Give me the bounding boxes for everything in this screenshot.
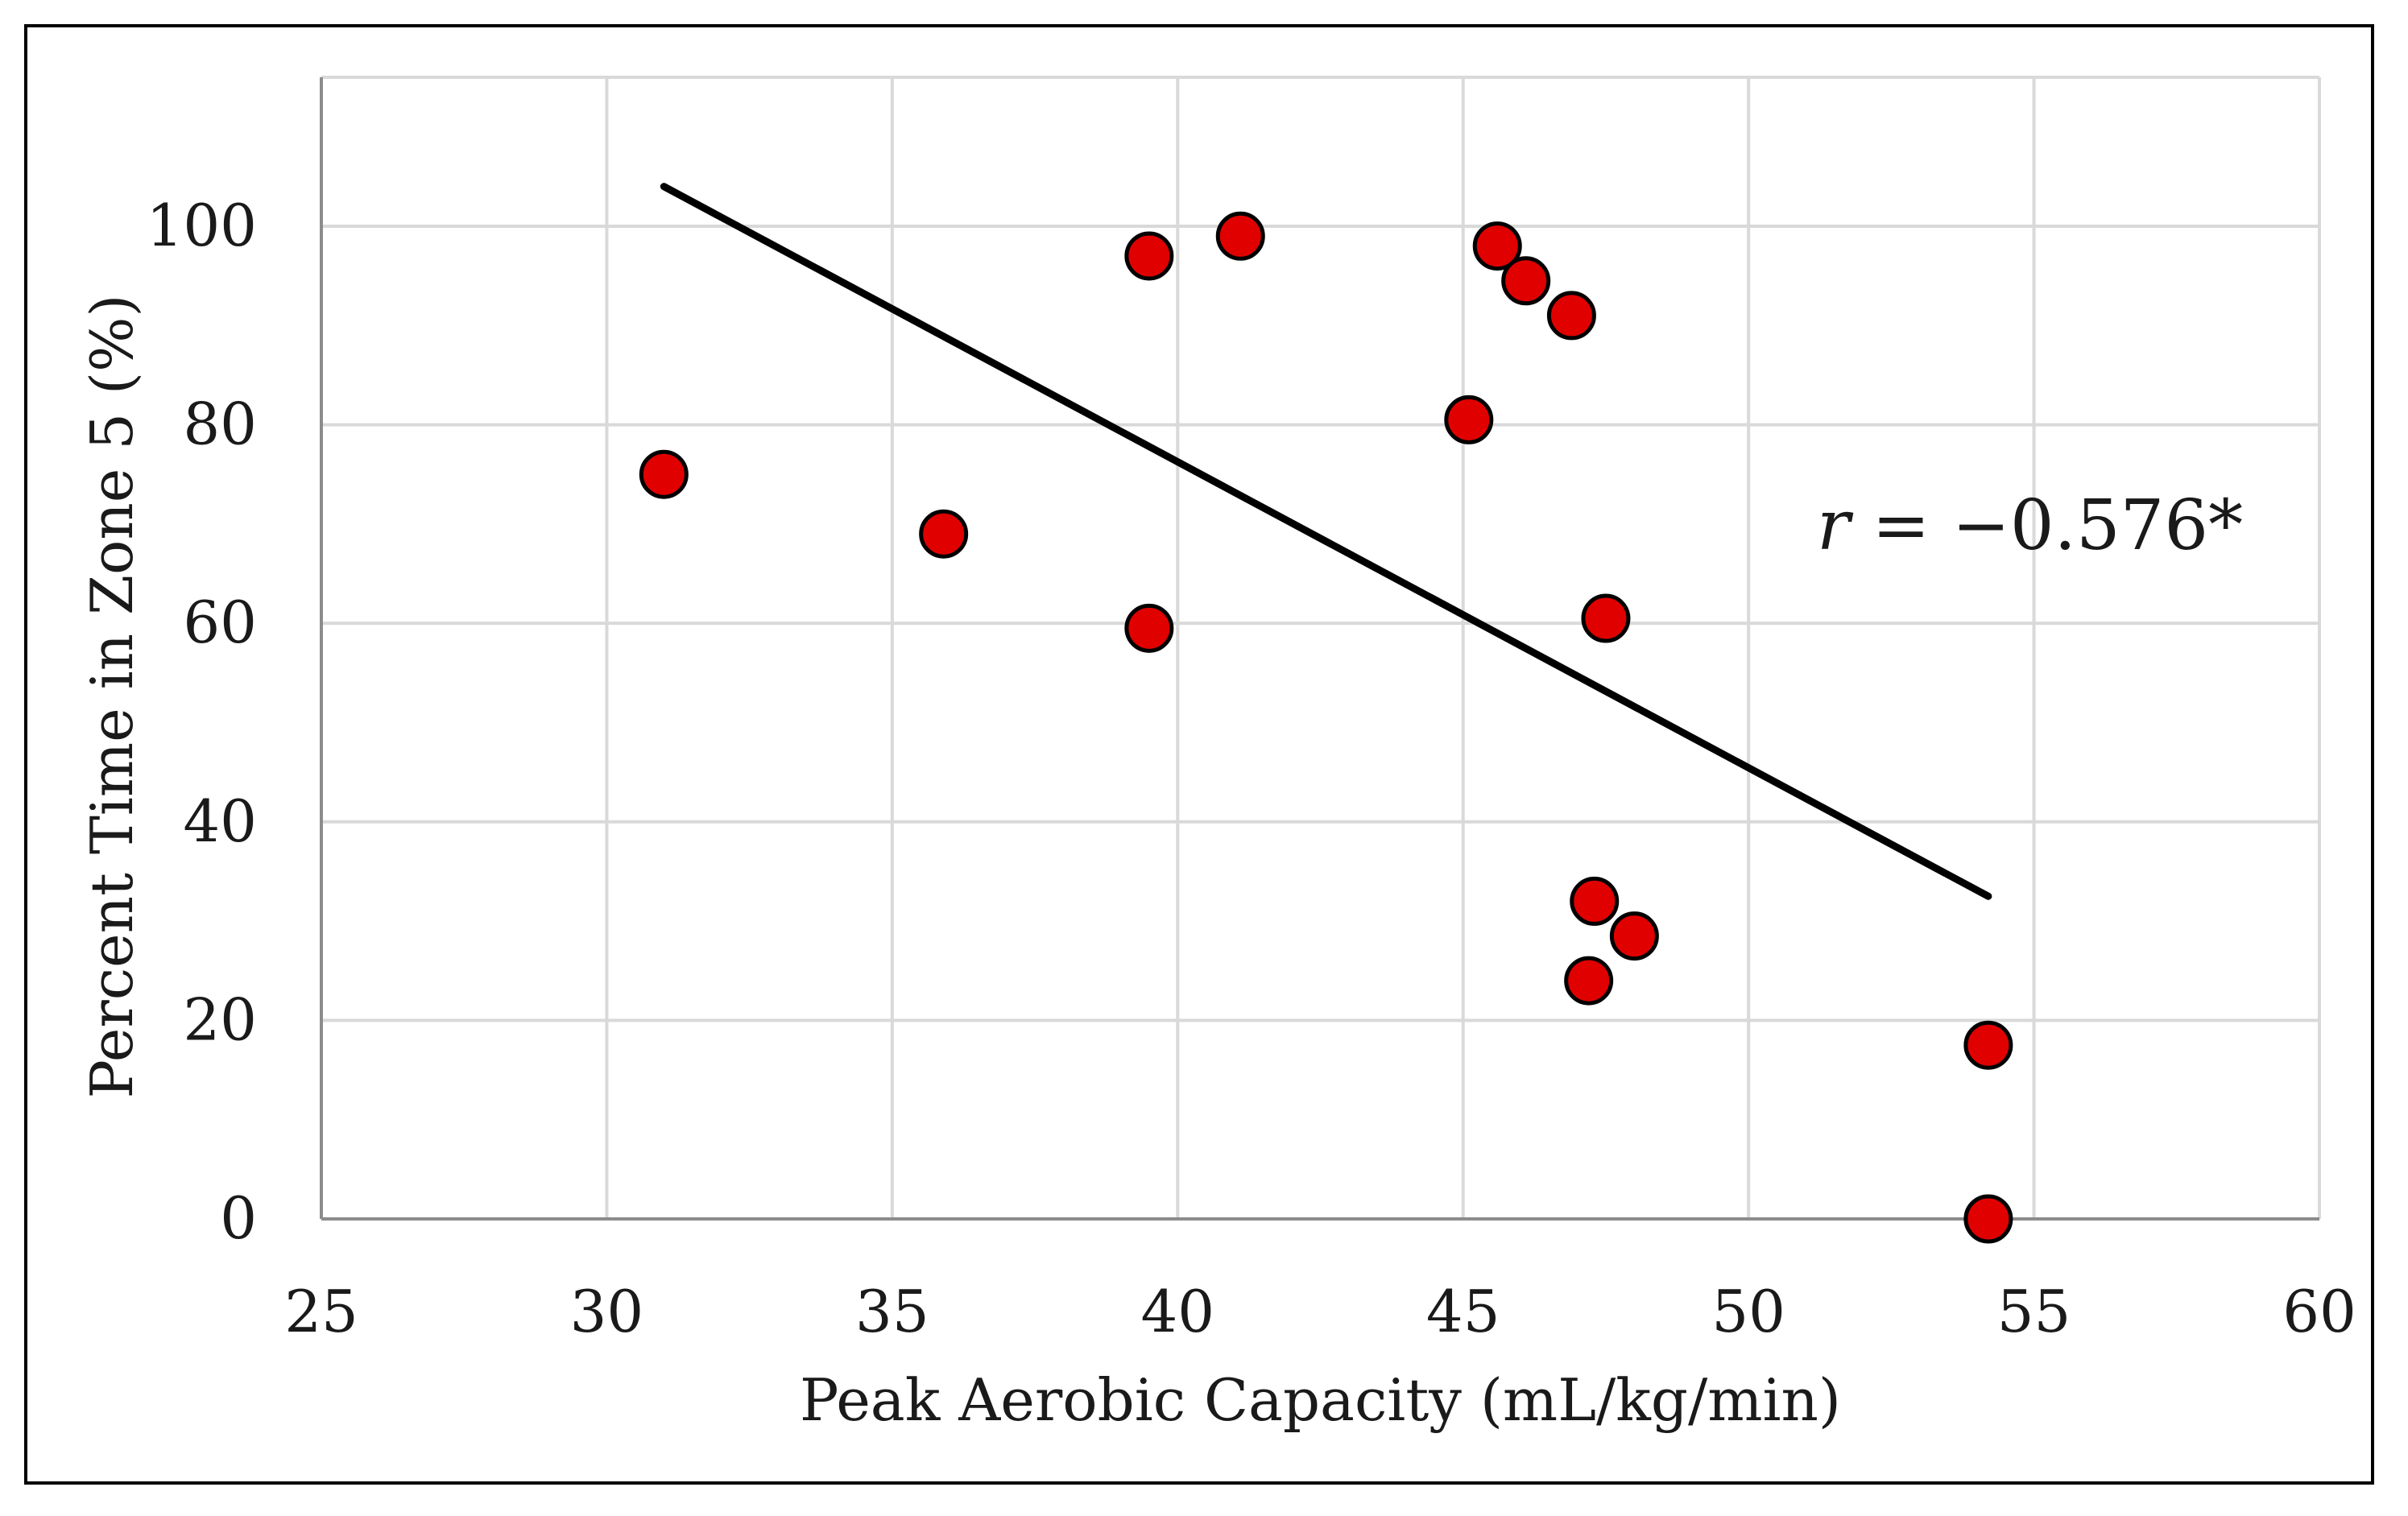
y-tick-label: 100 <box>147 192 257 259</box>
data-point <box>1215 211 1265 261</box>
data-point <box>1963 1194 2013 1244</box>
data-point <box>1581 593 1631 643</box>
data-point <box>1124 603 1174 653</box>
data-point <box>1609 911 1659 961</box>
data-point <box>1963 1020 2013 1070</box>
y-tick-labels: 0 20 40 60 80 100 <box>147 192 257 1252</box>
data-point <box>1444 394 1494 444</box>
x-axis-title: Peak Aerobic Capacity (mL/kg/min) <box>800 1366 1841 1434</box>
x-tick-label: 30 <box>570 1278 644 1345</box>
y-tick-label: 0 <box>220 1184 257 1252</box>
x-tick-label: 40 <box>1140 1278 1214 1345</box>
trendline-group <box>660 183 1992 900</box>
x-tick-label: 60 <box>2282 1278 2356 1345</box>
data-point <box>1124 231 1174 281</box>
figure-frame: 25 30 35 40 45 50 55 60 0 20 40 60 80 100 Peak Aerob… <box>24 24 2374 1485</box>
data-point <box>639 449 689 499</box>
x-tick-label: 55 <box>1997 1278 2071 1345</box>
data-points <box>639 211 2013 1244</box>
data-point <box>1546 291 1596 341</box>
axes <box>320 77 2319 1221</box>
y-axis-title: Percent Time in Zone 5 (%) <box>78 295 146 1099</box>
y-tick-label: 40 <box>183 787 257 855</box>
y-tick-label: 60 <box>183 589 257 656</box>
x-tick-label: 35 <box>855 1278 929 1345</box>
correlation-value: = −0.576* <box>1850 485 2243 566</box>
x-tick-label: 25 <box>284 1278 358 1345</box>
scatter-chart: 25 30 35 40 45 50 55 60 0 20 40 60 80 100 Peak Aerob… <box>78 76 2356 1434</box>
y-tick-label: 80 <box>183 390 257 458</box>
x-tick-label: 50 <box>1711 1278 1785 1345</box>
data-point <box>1564 956 1614 1006</box>
grid <box>320 76 2321 1221</box>
data-point <box>1472 221 1522 271</box>
trendline <box>660 183 1992 900</box>
data-point <box>1570 876 1620 926</box>
data-point <box>919 509 969 559</box>
x-tick-label: 45 <box>1426 1278 1500 1345</box>
correlation-annotation: r = −0.576* <box>1817 485 2243 566</box>
y-tick-label: 20 <box>183 985 257 1053</box>
x-tick-labels: 25 30 35 40 45 50 55 60 <box>284 1278 2356 1345</box>
data-point <box>1501 256 1551 306</box>
correlation-symbol: r <box>1817 485 1854 566</box>
